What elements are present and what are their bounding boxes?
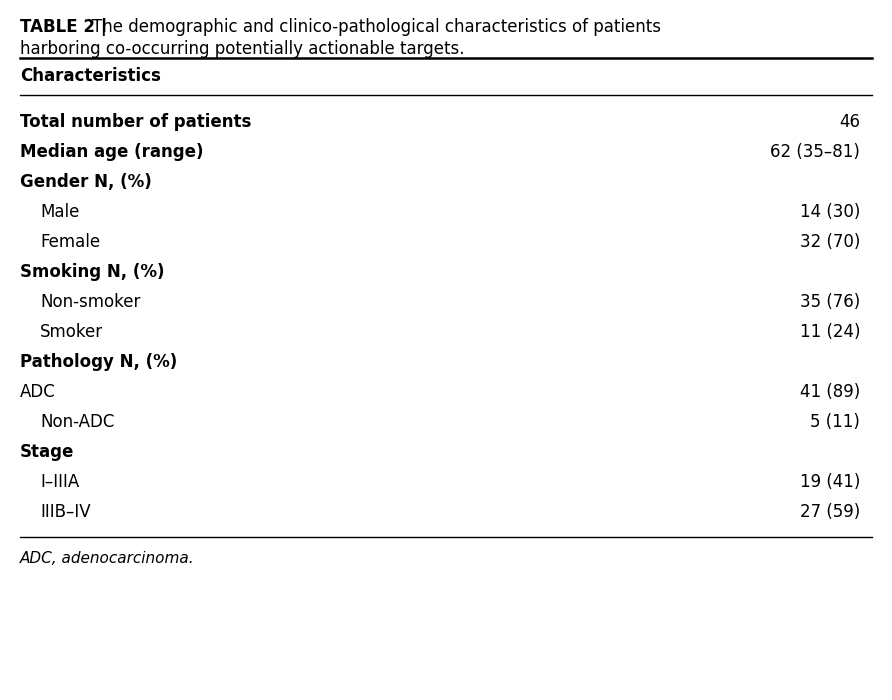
Text: Smoking N, (%): Smoking N, (%) [20,263,164,281]
Text: 5 (11): 5 (11) [810,413,860,431]
Text: ADC: ADC [20,383,55,401]
Text: The demographic and clinico-pathological characteristics of patients: The demographic and clinico-pathological… [92,18,661,36]
Text: Male: Male [40,203,79,221]
Text: Characteristics: Characteristics [20,67,161,85]
Text: Female: Female [40,233,100,251]
Text: Stage: Stage [20,443,74,461]
Text: ADC, adenocarcinoma.: ADC, adenocarcinoma. [20,551,194,566]
Text: 14 (30): 14 (30) [799,203,860,221]
Text: TABLE 2 |: TABLE 2 | [20,18,107,36]
Text: harboring co-occurring potentially actionable targets.: harboring co-occurring potentially actio… [20,40,465,58]
Text: 46: 46 [839,113,860,131]
Text: I–IIIA: I–IIIA [40,473,79,491]
Text: Total number of patients: Total number of patients [20,113,252,131]
Text: 32 (70): 32 (70) [799,233,860,251]
Text: 35 (76): 35 (76) [800,293,860,311]
Text: IIIB–IV: IIIB–IV [40,503,91,521]
Text: Smoker: Smoker [40,323,103,341]
Text: 27 (59): 27 (59) [800,503,860,521]
Text: 41 (89): 41 (89) [800,383,860,401]
Text: 62 (35–81): 62 (35–81) [770,143,860,161]
Text: Non-ADC: Non-ADC [40,413,114,431]
Text: 19 (41): 19 (41) [799,473,860,491]
Text: Pathology N, (%): Pathology N, (%) [20,353,178,371]
Text: Gender N, (%): Gender N, (%) [20,173,152,191]
Text: 11 (24): 11 (24) [799,323,860,341]
Text: Median age (range): Median age (range) [20,143,203,161]
Text: Non-smoker: Non-smoker [40,293,140,311]
